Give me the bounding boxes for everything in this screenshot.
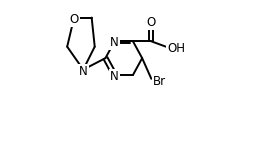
Text: N: N xyxy=(110,36,119,49)
Text: N: N xyxy=(110,70,119,83)
Text: N: N xyxy=(79,65,88,78)
Text: O: O xyxy=(69,13,79,26)
Text: Br: Br xyxy=(153,75,166,88)
Text: O: O xyxy=(147,16,156,29)
Text: OH: OH xyxy=(167,42,185,55)
